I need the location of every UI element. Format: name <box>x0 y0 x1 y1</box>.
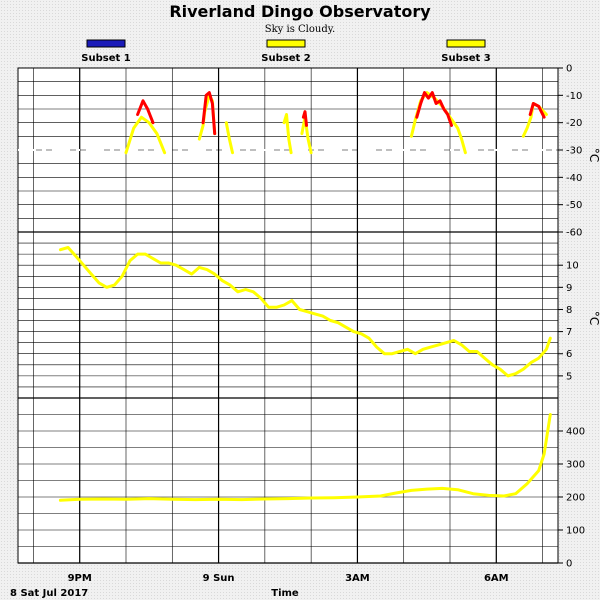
series-line <box>415 91 453 127</box>
y-axis-label-ambient: °C <box>587 311 600 325</box>
x-tick-label: 3AM <box>345 573 370 584</box>
y-tick-label: -30 <box>566 146 582 157</box>
x-tick-label: 9 Sun <box>203 573 235 584</box>
series-line <box>124 115 167 155</box>
series-line <box>136 99 155 125</box>
y-axis-label-sky: °C <box>587 148 600 162</box>
chart-title: Riverland Dingo Observatory <box>169 2 431 21</box>
series-line <box>224 121 234 155</box>
series-line <box>301 110 308 127</box>
axes: 9PM 9 Sun 3AM 6AM 0 -10 -20 -30 -40 -50 -60 5 6 7 8 9 10… <box>68 64 586 585</box>
series-layer <box>18 91 558 502</box>
series-line <box>201 91 217 136</box>
legend-label: Subset 2 <box>261 53 310 64</box>
y-tick-label: 7 <box>566 327 572 338</box>
y-tick-label: 400 <box>566 427 585 438</box>
legend-swatch <box>446 39 486 48</box>
legend-swatch <box>266 39 306 48</box>
legend-swatch <box>86 39 126 48</box>
x-tick-label: 6AM <box>484 573 509 584</box>
legend: Subset 1 Subset 2 Subset 3 <box>81 39 491 64</box>
y-tick-label: 300 <box>566 460 585 471</box>
y-tick-label: 6 <box>566 349 572 360</box>
y-tick-label: -40 <box>566 173 582 184</box>
y-tick-label: 0 <box>566 64 572 75</box>
x-axis-label: Time <box>271 588 299 599</box>
y-tick-label: 10 <box>566 261 579 272</box>
y-tick-label: -20 <box>566 118 582 129</box>
y-tick-label: 5 <box>566 371 572 382</box>
series-line <box>282 113 293 155</box>
panel-borders <box>18 231 558 564</box>
y-tick-label: 100 <box>566 526 585 537</box>
y-tick-label: 0 <box>566 559 572 570</box>
legend-label: Subset 1 <box>81 53 130 64</box>
series-line <box>528 102 546 119</box>
legend-label: Subset 3 <box>441 53 490 64</box>
y-tick-label: -50 <box>566 200 582 211</box>
y-tick-label: 8 <box>566 305 572 316</box>
chart-subtitle: Sky is Cloudy. <box>265 24 335 35</box>
series-line <box>58 413 552 502</box>
y-tick-label: -10 <box>566 91 582 102</box>
series-line <box>300 115 313 155</box>
y-tick-label: -60 <box>566 228 582 239</box>
series-line <box>58 246 552 378</box>
y-tick-label: 200 <box>566 493 585 504</box>
date-label: 8 Sat Jul 2017 <box>10 588 88 599</box>
y-tick-label: 9 <box>566 283 572 294</box>
x-tick-label: 9PM <box>68 573 92 584</box>
